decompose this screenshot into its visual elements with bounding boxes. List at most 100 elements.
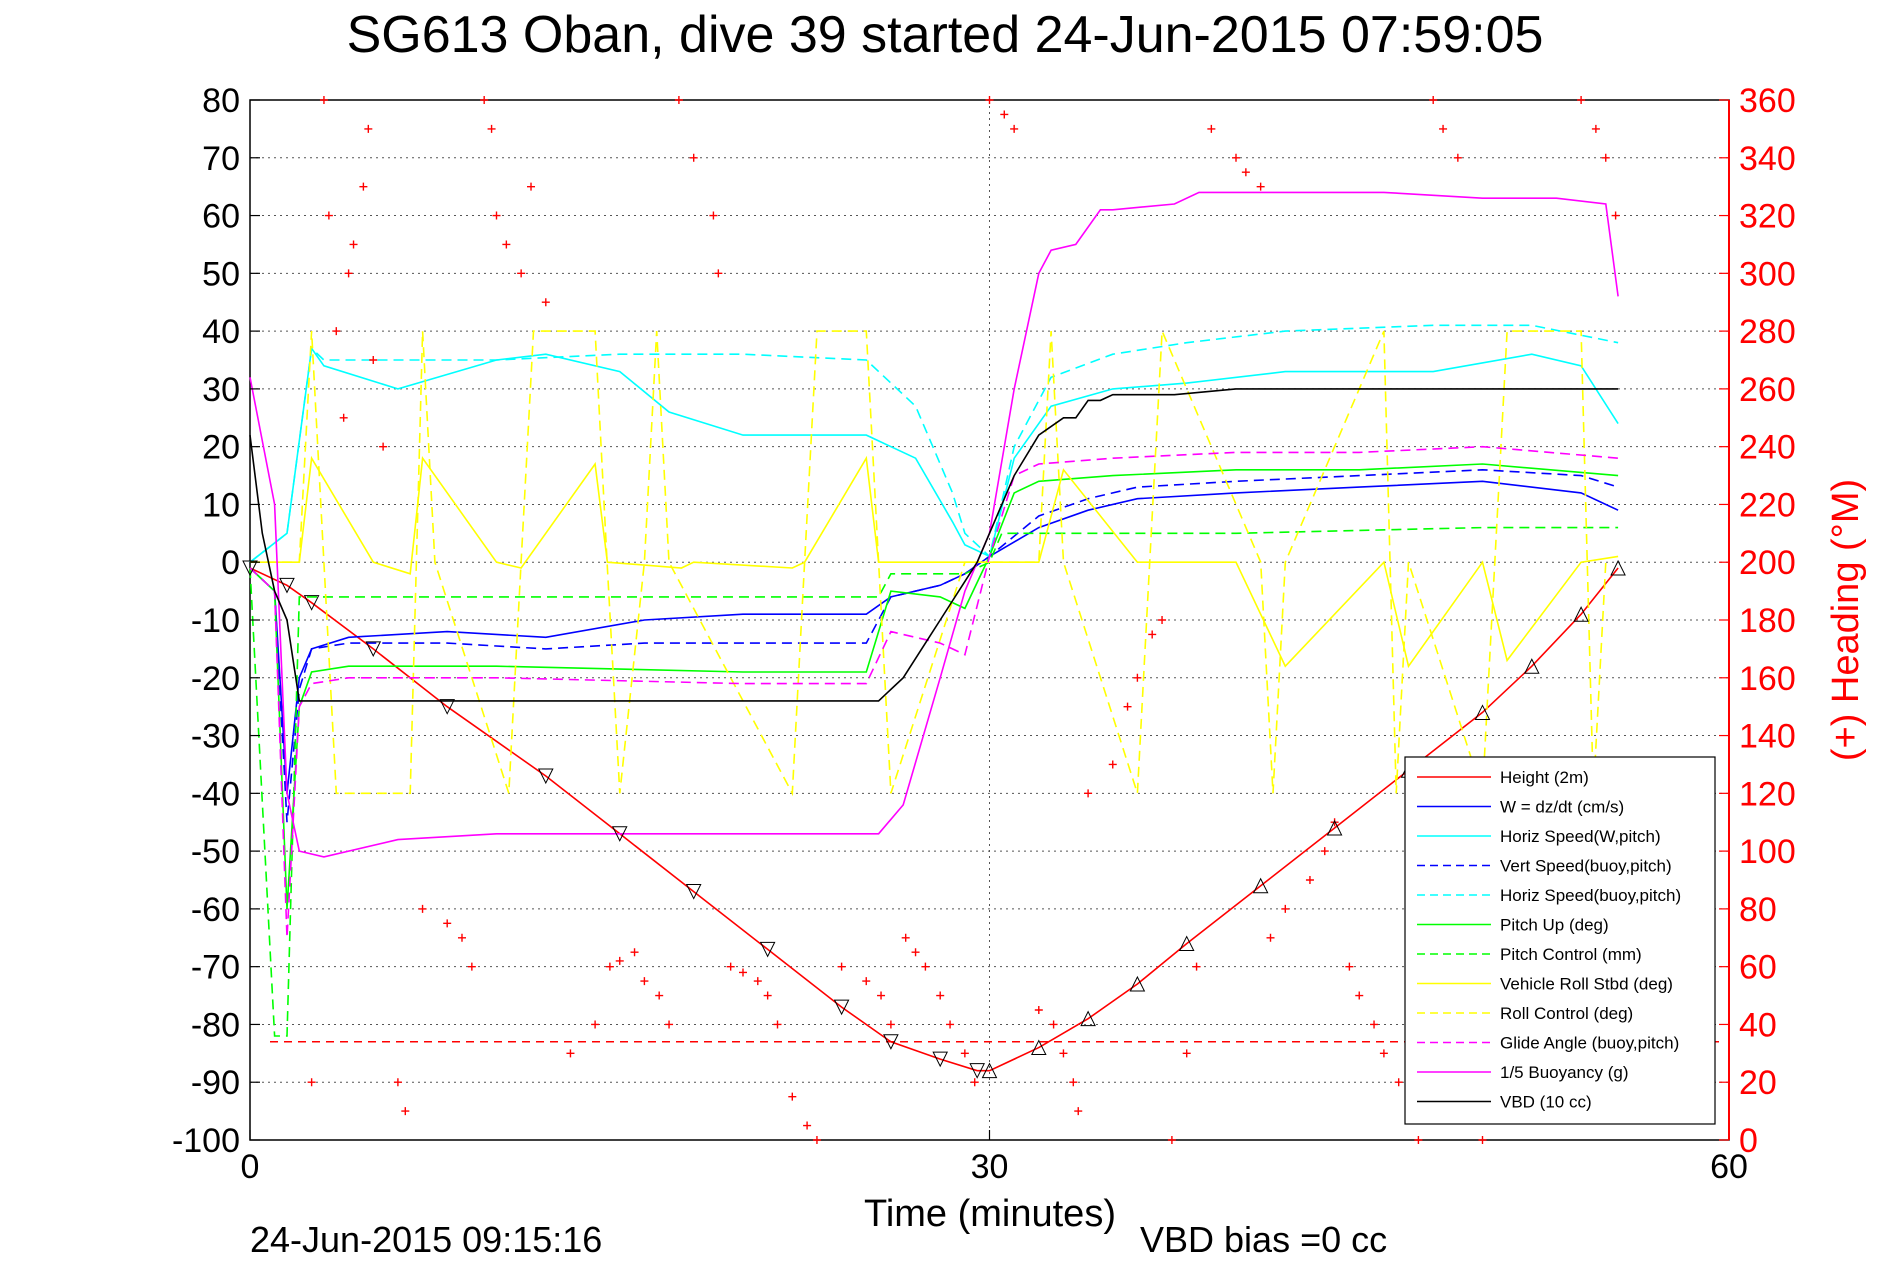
heading-point	[985, 96, 994, 104]
right-axis-label: (+) Heading (°M)	[1825, 479, 1867, 761]
height-marker	[1129, 975, 1146, 992]
heading-point	[566, 1049, 575, 1058]
heading-point	[911, 948, 920, 957]
right-tick-label: 80	[1739, 891, 1777, 929]
heading-point	[714, 269, 723, 278]
heading-point	[1256, 182, 1265, 191]
heading-point	[763, 991, 772, 1000]
right-tick-label: 20	[1739, 1064, 1777, 1102]
heading-point	[359, 182, 368, 191]
right-tick-label: 360	[1739, 82, 1796, 120]
height-marker	[685, 884, 702, 900]
heading-point	[319, 96, 328, 104]
height-marker	[537, 768, 554, 785]
heading-point	[344, 269, 353, 278]
legend-label: Pitch Up (deg)	[1500, 916, 1609, 935]
height-marker	[1080, 1010, 1096, 1027]
x-axis-label: Time (minutes)	[864, 1193, 1116, 1235]
footer-timestamp: 24-Jun-2015 09:15:16	[250, 1219, 602, 1260]
series-line-glide-angle-buoy-pitch	[249, 445, 1619, 938]
heading-point	[1148, 630, 1157, 639]
heading-point	[1345, 962, 1354, 971]
heading-point	[467, 962, 476, 971]
legend-label: Vehicle Roll Stbd (deg)	[1500, 975, 1673, 994]
legend-label: Vert Speed(buoy,pitch)	[1500, 857, 1672, 876]
heading-point	[1000, 110, 1009, 119]
heading-point	[1305, 876, 1314, 884]
heading-point	[492, 211, 501, 220]
height-marker	[1030, 1039, 1047, 1056]
series-line-vehicle-roll-stbd-deg	[250, 455, 1619, 669]
right-tick-label: 300	[1739, 255, 1796, 293]
heading-point	[709, 211, 718, 220]
legend-label: Glide Angle (buoy,pitch)	[1500, 1034, 1679, 1053]
left-tick-label: -50	[191, 833, 240, 871]
right-tick-label: 320	[1739, 198, 1796, 236]
heading-point	[970, 1078, 979, 1087]
heading-point	[1182, 1049, 1191, 1058]
height-marker	[1326, 819, 1343, 836]
heading-point	[1123, 702, 1132, 711]
heading-point	[886, 1020, 895, 1029]
series-line-horiz-speed-w-pitch	[249, 346, 1619, 563]
left-tick-label: 40	[202, 313, 240, 351]
heading-point	[960, 1049, 969, 1058]
series-line-vert-speed-buoy-pitch	[249, 468, 1619, 823]
legend-label: Horiz Speed(buoy,pitch)	[1500, 886, 1681, 905]
legend-label: Horiz Speed(W,pitch)	[1500, 827, 1661, 846]
left-tick-label: 80	[202, 82, 240, 120]
heading-point	[393, 1078, 402, 1087]
heading-point	[1320, 847, 1329, 856]
heading-point	[877, 991, 886, 1000]
heading-point	[1232, 153, 1240, 162]
heading-point	[1601, 153, 1610, 162]
right-tick-label: 180	[1739, 602, 1796, 640]
height-marker	[1573, 606, 1589, 622]
heading-point	[443, 919, 452, 928]
heading-point	[1167, 1136, 1176, 1144]
height-marker	[1252, 877, 1269, 894]
heading-point	[1591, 124, 1600, 133]
series-line-horiz-speed-buoy-pitch	[249, 324, 1619, 563]
height-marker	[1523, 658, 1540, 674]
legend-label: 1/5 Buoyancy (g)	[1500, 1063, 1629, 1082]
height-marker	[759, 941, 776, 958]
series-lines	[249, 191, 1619, 1072]
heading-point	[773, 1020, 782, 1029]
height-marker	[969, 1063, 985, 1079]
right-tick-label: 280	[1739, 313, 1796, 351]
height-marker	[932, 1051, 949, 1068]
heading-point	[1611, 211, 1620, 220]
height-marker	[1610, 559, 1626, 576]
heading-point	[541, 298, 550, 307]
heading-point	[1577, 96, 1586, 104]
right-tick-label: 160	[1739, 660, 1796, 698]
heading-point	[630, 948, 639, 957]
series-line-1-5-buoyancy-g	[249, 191, 1619, 858]
heading-point	[1084, 789, 1093, 798]
heading-point	[401, 1107, 410, 1116]
heading-point	[502, 240, 511, 249]
heading-point	[901, 933, 910, 942]
right-tick-label: 100	[1739, 833, 1796, 871]
right-tick-label: 200	[1739, 544, 1796, 582]
heading-point	[1414, 1136, 1423, 1144]
heading-point	[640, 977, 649, 986]
heading-point	[1074, 1107, 1083, 1116]
heading-point	[591, 1020, 600, 1029]
x-tick-label: 30	[971, 1148, 1009, 1186]
heading-point	[812, 1136, 821, 1144]
heading-point	[739, 968, 747, 977]
heading-point	[1241, 168, 1250, 177]
height-marker	[1178, 935, 1195, 952]
heading-point	[1478, 1136, 1487, 1144]
heading-point	[1439, 124, 1448, 133]
legend-label: VBD (10 cc)	[1500, 1093, 1592, 1112]
series-line-roll-control-deg	[250, 330, 1607, 797]
right-tick-label: 240	[1739, 429, 1796, 467]
right-tick-label: 220	[1739, 486, 1796, 524]
height-marker	[1474, 704, 1491, 720]
left-tick-label: -60	[191, 891, 240, 929]
heading-point	[1207, 124, 1216, 133]
series-line-vbd-10-cc	[249, 388, 1619, 702]
